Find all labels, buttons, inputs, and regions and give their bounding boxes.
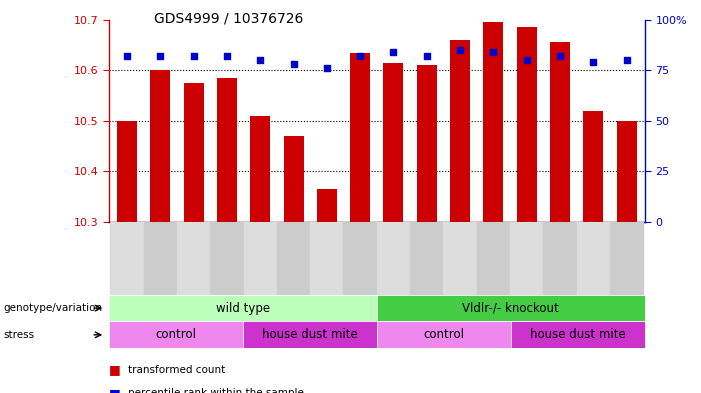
Bar xyxy=(417,65,437,222)
Point xyxy=(188,53,199,59)
Bar xyxy=(450,40,470,222)
Bar xyxy=(410,222,444,295)
Text: control: control xyxy=(423,328,464,342)
Text: control: control xyxy=(155,328,196,342)
Text: ■: ■ xyxy=(109,387,121,393)
Text: stress: stress xyxy=(4,330,34,340)
Point xyxy=(454,47,465,53)
Text: ■: ■ xyxy=(109,363,121,376)
Bar xyxy=(383,62,404,222)
Point xyxy=(155,53,166,59)
Point xyxy=(321,65,332,72)
Bar xyxy=(610,222,644,295)
Point xyxy=(254,57,266,63)
Bar xyxy=(177,222,210,295)
Bar xyxy=(484,22,503,222)
Bar xyxy=(617,121,637,222)
Bar xyxy=(477,222,510,295)
Bar xyxy=(377,222,410,295)
Bar xyxy=(250,116,270,222)
Text: GDS4999 / 10376726: GDS4999 / 10376726 xyxy=(154,12,304,26)
Point xyxy=(288,61,299,67)
Text: Vldlr-/- knockout: Vldlr-/- knockout xyxy=(463,301,559,315)
Point xyxy=(421,53,433,59)
Point xyxy=(121,53,132,59)
Text: transformed count: transformed count xyxy=(128,365,226,375)
Bar xyxy=(550,42,570,222)
Bar xyxy=(343,222,377,295)
Bar xyxy=(543,222,577,295)
Bar xyxy=(577,222,610,295)
Bar xyxy=(144,222,177,295)
Bar xyxy=(277,222,310,295)
Bar xyxy=(510,222,543,295)
Point xyxy=(488,49,499,55)
Point xyxy=(222,53,233,59)
Text: house dust mite: house dust mite xyxy=(530,328,626,342)
Bar xyxy=(243,222,277,295)
Text: house dust mite: house dust mite xyxy=(262,328,358,342)
Bar xyxy=(377,295,645,321)
Text: wild type: wild type xyxy=(216,301,270,315)
Bar xyxy=(150,70,170,222)
Bar xyxy=(184,83,203,222)
Bar xyxy=(109,295,377,321)
Text: genotype/variation: genotype/variation xyxy=(4,303,102,313)
Bar xyxy=(217,78,237,222)
Bar xyxy=(317,189,336,222)
Bar xyxy=(517,27,537,222)
Point xyxy=(554,53,566,59)
Point xyxy=(388,49,399,55)
Point xyxy=(355,53,366,59)
Bar xyxy=(511,321,645,348)
Bar xyxy=(350,53,370,222)
Point xyxy=(621,57,632,63)
Bar xyxy=(117,121,137,222)
Bar xyxy=(109,321,243,348)
Bar xyxy=(210,222,243,295)
Bar xyxy=(283,136,304,222)
Bar xyxy=(444,222,477,295)
Bar xyxy=(310,222,343,295)
Bar xyxy=(377,321,511,348)
Bar xyxy=(110,222,144,295)
Point xyxy=(521,57,532,63)
Text: percentile rank within the sample: percentile rank within the sample xyxy=(128,388,304,393)
Bar xyxy=(583,111,604,222)
Point xyxy=(587,59,599,65)
Bar xyxy=(243,321,377,348)
